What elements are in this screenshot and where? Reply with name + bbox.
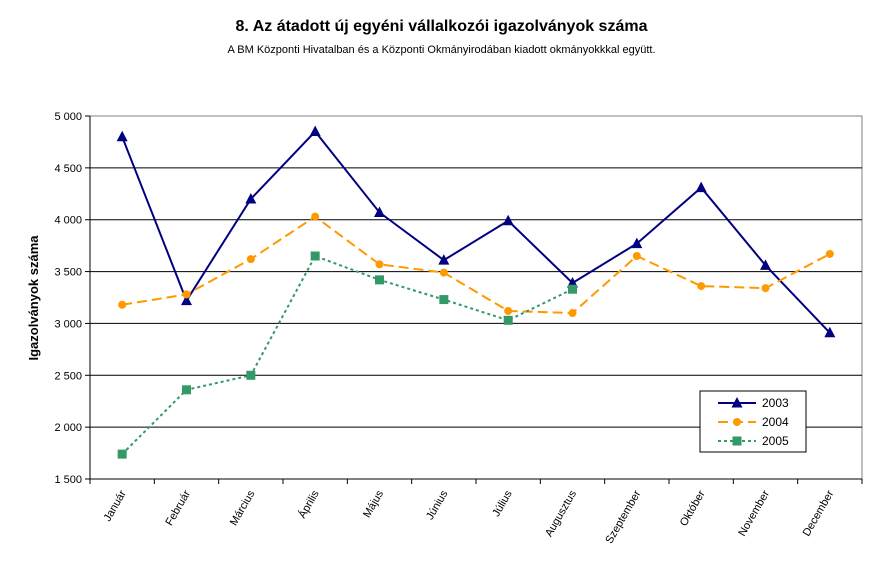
legend-marker bbox=[731, 397, 743, 408]
x-tick-label: Június bbox=[424, 488, 451, 522]
data-point bbox=[502, 214, 514, 226]
data-point bbox=[761, 284, 770, 293]
series-layer bbox=[116, 125, 836, 459]
data-point bbox=[568, 284, 577, 294]
legend-marker bbox=[732, 436, 742, 446]
data-point bbox=[631, 237, 643, 249]
legend-label: 2005 bbox=[762, 434, 789, 448]
y-axis-label: Igazolványok száma bbox=[26, 235, 41, 361]
x-tick-label: Október bbox=[678, 488, 708, 528]
x-tick-label: Április bbox=[296, 488, 322, 521]
x-tick-label: Január bbox=[102, 488, 129, 523]
data-point bbox=[245, 192, 257, 204]
data-point bbox=[181, 294, 192, 306]
series-line bbox=[122, 215, 831, 315]
x-tick-label: Május bbox=[361, 488, 386, 520]
y-tick-label: 4 000 bbox=[54, 215, 82, 227]
data-point bbox=[309, 125, 321, 137]
y-tick-label: 3 500 bbox=[54, 267, 82, 279]
data-point bbox=[695, 181, 707, 193]
data-point bbox=[311, 212, 320, 221]
data-point bbox=[439, 268, 448, 277]
legend-label: 2004 bbox=[762, 415, 789, 429]
data-point bbox=[632, 252, 641, 261]
series-2005 bbox=[117, 251, 577, 459]
x-tick-label: Július bbox=[490, 488, 515, 519]
y-tick-label: 2 000 bbox=[54, 422, 82, 434]
y-tick-label: 4 500 bbox=[54, 163, 82, 175]
x-tick-label: Március bbox=[228, 488, 258, 528]
data-point bbox=[310, 251, 320, 261]
legend-marker bbox=[733, 418, 741, 426]
x-tick-label: November bbox=[736, 488, 772, 538]
chart-title: 8. Az átadott új egyéni vállalkozói igaz… bbox=[235, 18, 648, 35]
data-point bbox=[438, 254, 450, 265]
x-tick-label: Augusztus bbox=[543, 488, 579, 539]
data-point bbox=[504, 306, 513, 315]
data-point bbox=[825, 249, 834, 258]
data-point bbox=[246, 255, 255, 264]
data-point bbox=[697, 282, 706, 291]
data-point bbox=[824, 326, 836, 338]
y-tick-label: 2 500 bbox=[54, 370, 82, 382]
series-line bbox=[121, 254, 573, 455]
data-point bbox=[568, 309, 577, 318]
y-tick-label: 3 000 bbox=[54, 318, 82, 330]
x-tick-label: December bbox=[801, 488, 837, 538]
legend-label: 2003 bbox=[762, 396, 789, 410]
data-point bbox=[439, 295, 449, 305]
x-tick-label: Szeptember bbox=[603, 488, 643, 546]
chart-subtitle: A BM Központi Hivatalban és a Központi O… bbox=[227, 44, 656, 56]
legend: 2003 2004 2005 bbox=[699, 390, 807, 453]
data-point bbox=[182, 385, 191, 395]
series-line bbox=[121, 130, 831, 334]
data-point bbox=[503, 315, 513, 325]
data-point bbox=[246, 370, 256, 380]
x-tick-label: Február bbox=[163, 488, 193, 528]
data-point bbox=[374, 206, 385, 217]
data-point bbox=[760, 259, 771, 270]
y-tick-label: 5 000 bbox=[54, 111, 82, 123]
data-point bbox=[375, 275, 384, 285]
data-point bbox=[182, 290, 191, 299]
data-point bbox=[375, 260, 384, 269]
data-point bbox=[116, 130, 128, 142]
y-tick-label: 1 500 bbox=[54, 474, 82, 486]
data-point bbox=[118, 300, 127, 309]
series-2004 bbox=[118, 212, 834, 318]
data-point bbox=[117, 449, 127, 459]
